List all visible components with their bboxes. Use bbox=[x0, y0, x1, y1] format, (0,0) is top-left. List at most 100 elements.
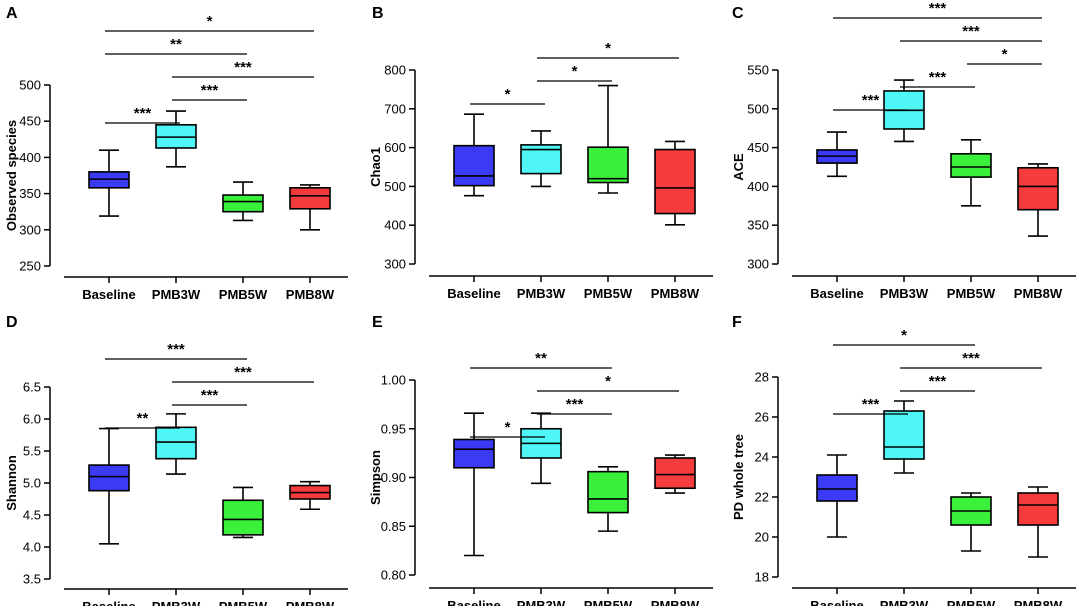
x-tick-label: Baseline bbox=[810, 598, 863, 606]
iqr-box bbox=[587, 470, 629, 514]
x-tick-label: Baseline bbox=[447, 598, 500, 606]
significance-label: *** bbox=[234, 59, 252, 76]
significance-label: ** bbox=[535, 350, 547, 367]
chart-panel-f: F PD whole tree 18 20 22 24 26 28 Baseline PMB3W P… bbox=[731, 314, 1076, 606]
chart-panel-a: A Observed species 250 300 350 400 450 500 Basel… bbox=[4, 5, 348, 302]
x-tick-label: PMB3W bbox=[152, 287, 201, 302]
box-baseline bbox=[816, 454, 858, 538]
y-axis-title: PD whole tree bbox=[731, 434, 746, 520]
y-tick-label: 550 bbox=[747, 63, 769, 78]
chart-panel-c: C ACE 300 350 400 450 500 550 Baseline PMB3W PMB5W… bbox=[731, 0, 1076, 301]
significance-label: ** bbox=[170, 36, 182, 53]
significance-label: *** bbox=[167, 341, 185, 358]
significance-bar: * bbox=[470, 86, 545, 105]
y-tick-label: 22 bbox=[755, 490, 769, 505]
y-tick-label: 18 bbox=[755, 570, 769, 585]
x-tick-label: Baseline bbox=[82, 599, 135, 606]
y-tick-label: 350 bbox=[19, 186, 41, 201]
significance-label: *** bbox=[962, 350, 980, 367]
significance-bar: *** bbox=[900, 350, 1042, 369]
chart-panel-d: D Shannon 3.5 4.0 4.5 5.0 5.5 6.0 6.5 Baseline PMB… bbox=[4, 314, 348, 606]
x-tick-label: PMB5W bbox=[219, 287, 268, 302]
iqr-box bbox=[816, 474, 858, 502]
box-pmb5w bbox=[950, 492, 992, 552]
x-tick-label: PMB5W bbox=[947, 598, 996, 606]
panel-letter: B bbox=[372, 5, 384, 22]
iqr-box bbox=[883, 410, 925, 460]
x-tick-label: Baseline bbox=[447, 286, 500, 301]
significance-label: *** bbox=[234, 364, 252, 381]
significance-bar: * bbox=[833, 327, 975, 346]
significance-label: *** bbox=[201, 82, 219, 99]
significance-bar: * bbox=[537, 40, 679, 59]
x-tick-label: PMB3W bbox=[152, 599, 201, 606]
significance-bar: *** bbox=[833, 92, 908, 111]
y-tick-label: 500 bbox=[747, 101, 769, 116]
panel-letter: C bbox=[732, 5, 744, 22]
y-tick-label: 0.85 bbox=[381, 519, 406, 534]
y-tick-label: 400 bbox=[19, 150, 41, 165]
significance-label: *** bbox=[929, 0, 947, 17]
y-tick-label: 0.90 bbox=[381, 470, 406, 485]
panel-letter: A bbox=[6, 5, 18, 22]
significance-bar: *** bbox=[900, 373, 975, 392]
significance-label: * bbox=[901, 327, 907, 344]
iqr-box bbox=[155, 426, 197, 460]
x-tick-label: PMB8W bbox=[1014, 286, 1063, 301]
box-baseline bbox=[453, 412, 495, 557]
x-tick-label: PMB8W bbox=[1014, 598, 1063, 606]
significance-bar: *** bbox=[172, 364, 314, 383]
y-tick-label: 500 bbox=[19, 78, 41, 93]
box-baseline bbox=[88, 427, 130, 545]
box-pmb8w bbox=[289, 480, 331, 511]
panel-letter: E bbox=[372, 314, 383, 331]
box-pmb3w bbox=[883, 79, 925, 143]
box-pmb8w bbox=[654, 454, 696, 494]
x-tick-label: PMB3W bbox=[517, 598, 566, 606]
x-tick-label: PMB5W bbox=[584, 598, 633, 606]
significance-bar: *** bbox=[833, 0, 1042, 19]
significance-label: * bbox=[605, 373, 611, 390]
significance-bar: *** bbox=[172, 59, 314, 78]
y-axis-title: Simpson bbox=[368, 450, 383, 505]
iqr-box bbox=[289, 187, 331, 210]
significance-bar: ** bbox=[105, 36, 247, 55]
significance-bar: * bbox=[537, 63, 612, 82]
y-axis-title: Chao1 bbox=[368, 147, 383, 187]
y-tick-label: 400 bbox=[747, 179, 769, 194]
significance-label: *** bbox=[134, 105, 152, 122]
chart-panel-b: B Chao1 300 400 500 600 700 800 Baseline PMB3W PMB… bbox=[368, 5, 713, 301]
significance-bar: * bbox=[537, 373, 679, 392]
significance-bar: * bbox=[105, 13, 314, 32]
y-axis-title: Observed species bbox=[4, 120, 19, 231]
x-tick-label: Baseline bbox=[82, 287, 135, 302]
chart-panel-e: E Simpson 0.80 0.85 0.90 0.95 1.00 Baseline PMB3… bbox=[368, 314, 713, 606]
significance-label: * bbox=[572, 63, 578, 80]
box-baseline bbox=[453, 113, 495, 197]
box-baseline bbox=[816, 131, 858, 178]
significance-label: *** bbox=[862, 396, 880, 413]
y-tick-label: 4.5 bbox=[23, 508, 41, 523]
x-tick-label: PMB8W bbox=[286, 599, 335, 606]
y-tick-label: 6.5 bbox=[23, 380, 41, 395]
box-pmb3w bbox=[520, 130, 562, 188]
box-pmb3w bbox=[520, 412, 562, 485]
box-pmb3w bbox=[155, 110, 197, 168]
iqr-box bbox=[222, 499, 264, 536]
y-tick-label: 24 bbox=[755, 450, 769, 465]
y-tick-label: 0.95 bbox=[381, 421, 406, 436]
iqr-box bbox=[453, 144, 495, 187]
box-pmb8w bbox=[1017, 486, 1059, 558]
iqr-box bbox=[453, 438, 495, 469]
box-baseline bbox=[88, 149, 130, 217]
y-axis-title: ACE bbox=[731, 153, 746, 181]
y-tick-label: 300 bbox=[19, 222, 41, 237]
x-tick-label: PMB3W bbox=[880, 598, 929, 606]
y-tick-label: 4.0 bbox=[23, 540, 41, 555]
y-tick-label: 400 bbox=[384, 218, 406, 233]
significance-label: * bbox=[207, 13, 213, 30]
box-pmb3w bbox=[155, 413, 197, 475]
box-pmb5w bbox=[587, 465, 629, 532]
y-tick-label: 500 bbox=[384, 179, 406, 194]
